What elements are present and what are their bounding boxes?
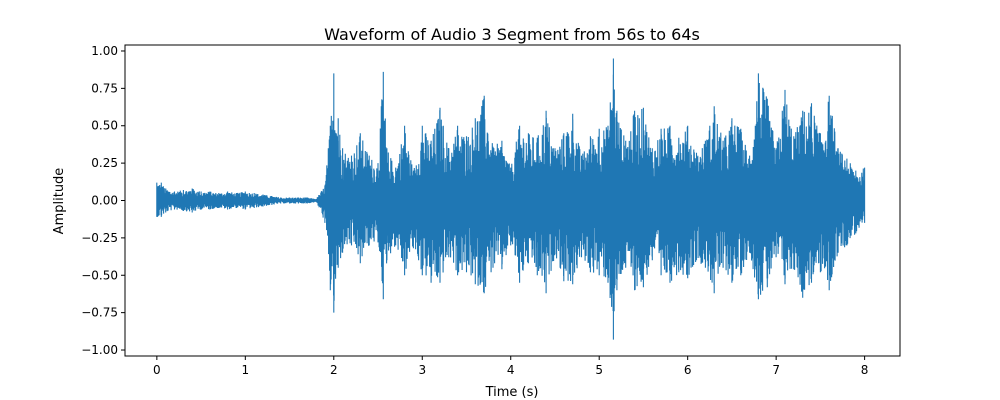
waveform-series bbox=[156, 58, 866, 340]
x-axis: 0 1 2 3 4 5 6 7 8 bbox=[153, 356, 868, 377]
y-tick-label: 0.00 bbox=[91, 194, 118, 208]
x-tick-label: 5 bbox=[595, 363, 603, 377]
y-tick-label: −0.25 bbox=[81, 231, 118, 245]
waveform-line bbox=[156, 58, 866, 340]
x-axis-label: Time (s) bbox=[485, 385, 539, 400]
x-tick-label: 8 bbox=[861, 363, 869, 377]
y-tick-label: 0.25 bbox=[91, 156, 118, 170]
x-tick-label: 4 bbox=[507, 363, 515, 377]
y-axis: 1.00 0.75 0.50 0.25 0.00 −0.25 −0.50 −0.75 −1.00 bbox=[81, 44, 125, 357]
x-tick-label: 6 bbox=[684, 363, 692, 377]
y-axis-label: Amplitude bbox=[52, 168, 67, 235]
x-tick-label: 1 bbox=[241, 363, 249, 377]
y-tick-label: −0.75 bbox=[81, 306, 118, 320]
x-tick-label: 7 bbox=[772, 363, 780, 377]
x-tick-label: 2 bbox=[330, 363, 338, 377]
y-tick-label: −0.50 bbox=[81, 268, 118, 282]
y-tick-label: −1.00 bbox=[81, 343, 118, 357]
y-tick-label: 0.75 bbox=[91, 81, 118, 95]
x-tick-label: 3 bbox=[418, 363, 426, 377]
plot-area bbox=[124, 44, 901, 357]
y-tick-label: 1.00 bbox=[91, 44, 118, 58]
chart-title: Waveform of Audio 3 Segment from 56s to … bbox=[324, 25, 700, 44]
y-tick-label: 0.50 bbox=[91, 119, 118, 133]
x-tick-label: 0 bbox=[153, 363, 161, 377]
